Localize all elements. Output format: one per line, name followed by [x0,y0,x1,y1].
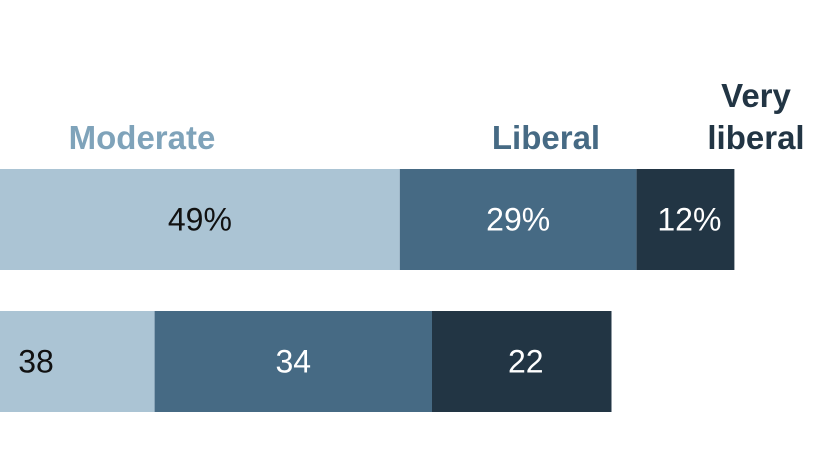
legend-label: Liberal [492,119,600,156]
data-label: 22 [508,344,544,380]
bar-segment [399,169,637,270]
legend-label: liberal [707,119,804,156]
data-label: 34 [276,344,312,380]
bar-segment [636,169,735,270]
legend-label: Moderate [69,119,216,156]
bar-segment [154,311,432,412]
data-label: 12% [657,202,721,238]
bar-segment [0,169,400,270]
bar-segment [432,311,612,412]
legend-label: Very [721,77,791,114]
data-label: 29% [486,202,550,238]
data-label: 49% [168,202,232,238]
data-label: 38 [18,344,54,380]
bar-segment [0,311,155,412]
